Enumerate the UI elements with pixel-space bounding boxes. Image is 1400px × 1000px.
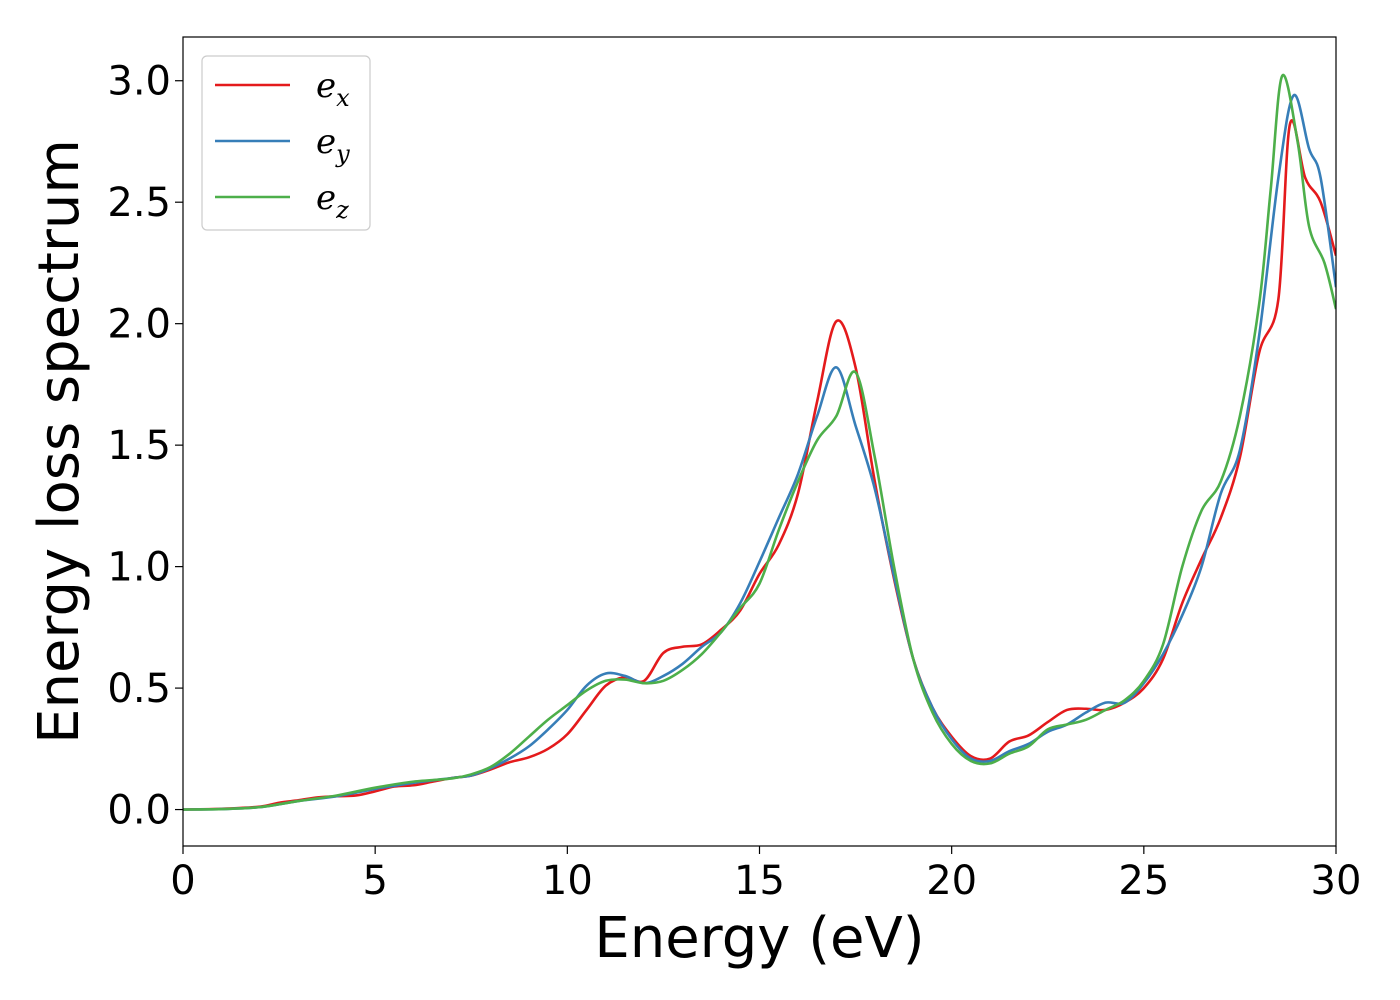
legend-label-base: e <box>316 178 336 218</box>
x-tick-label: 30 <box>1311 858 1362 904</box>
y-axis-title: Energy loss spectrum <box>27 139 92 744</box>
legend-label-subscript: y <box>335 140 350 168</box>
x-tick-label: 5 <box>362 858 387 904</box>
y-tick-label: 0.5 <box>107 666 171 712</box>
series-lines <box>183 73 1336 811</box>
x-tick-label: 15 <box>734 858 785 904</box>
legend-label-base: e <box>316 66 336 106</box>
x-tick-label: 0 <box>170 858 195 904</box>
plot-area <box>183 37 1336 846</box>
series-line-ey <box>183 93 1336 811</box>
legend-label-ez: ez <box>316 178 349 224</box>
x-tick-label: 25 <box>1118 858 1169 904</box>
x-axis-title: Energy (eV) <box>594 906 924 971</box>
legend-label-ey: ey <box>316 122 350 168</box>
y-tick-label: 2.0 <box>107 302 171 348</box>
legend-label-subscript: z <box>335 196 349 224</box>
y-axis: 0.0 0.5 1.0 1.5 2.0 2.5 3.0 <box>107 59 183 834</box>
x-tick-label: 20 <box>926 858 977 904</box>
legend-label-base: e <box>316 122 336 162</box>
y-tick-label: 1.0 <box>107 545 171 591</box>
legend-box <box>201 55 371 231</box>
legend-label-ex: ex <box>316 66 350 112</box>
y-tick-label: 1.5 <box>107 423 171 469</box>
y-tick-label: 0.0 <box>107 788 171 834</box>
x-axis: 0 5 10 15 20 25 30 <box>170 846 1361 904</box>
series-line-ez <box>183 73 1336 811</box>
x-tick-label: 10 <box>542 858 593 904</box>
legend-label-subscript: x <box>336 84 350 112</box>
y-tick-label: 3.0 <box>107 59 171 105</box>
y-tick-label: 2.5 <box>107 180 171 226</box>
